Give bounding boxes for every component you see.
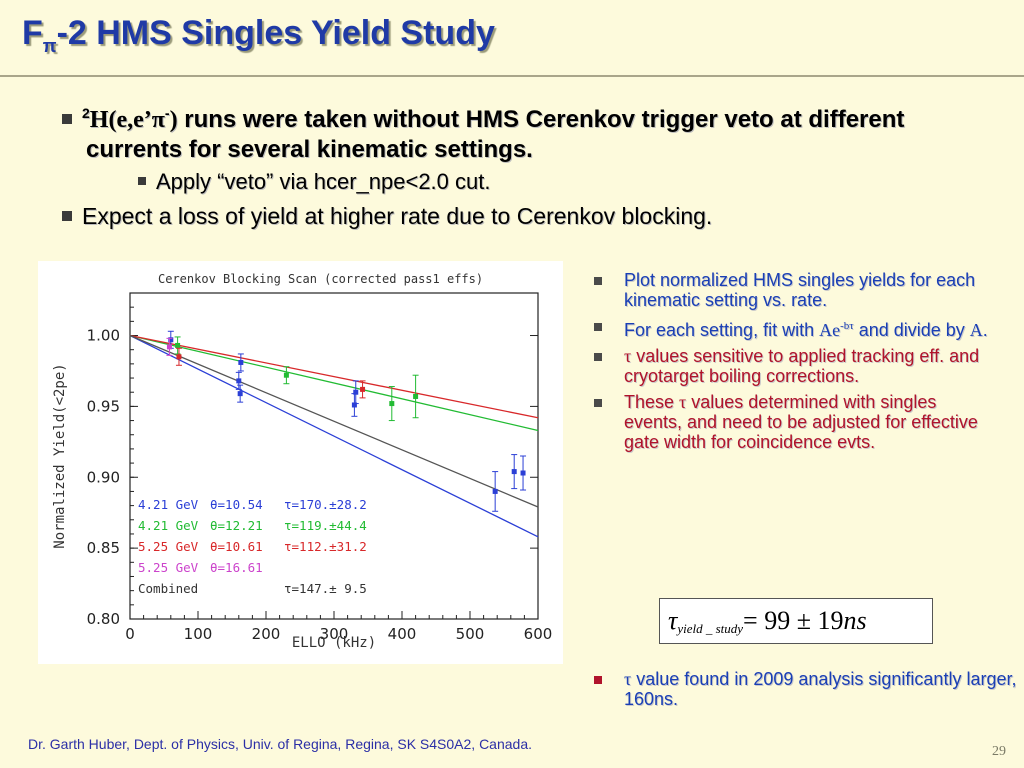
y-tick-label: 0.95 (87, 397, 120, 415)
x-tick-label: 400 (388, 625, 417, 643)
legend-theta: θ=12.21 (210, 518, 263, 533)
y-tick-label: 0.85 (87, 539, 120, 557)
x-axis-label: ELLO (kHz) (292, 635, 376, 651)
data-point (353, 389, 359, 395)
data-point (492, 488, 498, 494)
legend-theta: θ=10.61 (210, 539, 263, 554)
main-bullets: 2H(e,e’π-) runs were taken without HMS C… (62, 98, 982, 230)
x-tick-label: 600 (524, 625, 553, 643)
bullet-expect-loss: Expect a loss of yield at higher rate du… (62, 203, 982, 230)
legend-tau: τ=112.±31.2 (284, 539, 367, 554)
right-bullets: Plot normalized HMS singles yields for e… (590, 270, 990, 458)
data-point (413, 393, 419, 399)
fit-line (129, 334, 539, 508)
x-tick-label: 500 (456, 625, 485, 643)
bullet-square-icon (62, 113, 72, 124)
tau-equation: τ yield _ study = 99 ± 19 ns (659, 598, 933, 644)
data-point (389, 401, 395, 407)
x-tick-label: 300 (320, 625, 349, 643)
legend-energy: 4.21 GeV (138, 497, 199, 512)
bullet-square-icon (594, 399, 602, 407)
sub-bullet-veto: Apply “veto” via hcer_npe<2.0 cut. (138, 169, 982, 195)
data-point (351, 402, 357, 408)
legend-energy: Combined (138, 581, 198, 596)
legend-theta: θ=10.54 (210, 497, 263, 512)
legend-energy: 5.25 GeV (138, 560, 199, 575)
page-number: 29 (992, 744, 1006, 759)
bullet-square-icon (62, 210, 72, 221)
data-point (175, 342, 181, 348)
legend-tau: τ=119.±44.4 (284, 518, 367, 533)
title-divider (0, 75, 1024, 77)
bullet-runs: 2H(e,e’π-) runs were taken without HMS C… (62, 98, 982, 165)
legend-energy: 5.25 GeV (138, 539, 199, 554)
slide-title: Fπ-2 HMS Singles Yield Study (22, 14, 495, 56)
data-point (176, 354, 182, 360)
right-bullet-plot: Plot normalized HMS singles yields for e… (590, 270, 990, 310)
bullet-square-icon (594, 676, 602, 684)
yield-chart: Cerenkov Blocking Scan (corrected pass1 … (38, 261, 563, 664)
y-axis-label: Normalized Yield(<2pe) (52, 363, 68, 548)
data-point (236, 378, 242, 384)
bullet-2009-analysis: τ value found in 2009 analysis significa… (590, 669, 1024, 709)
data-point (520, 470, 526, 476)
legend-tau: τ=147.± 9.5 (284, 581, 367, 596)
fit-line (129, 334, 539, 419)
chart-svg: Cerenkov Blocking Scan (corrected pass1 … (52, 272, 553, 651)
data-point (168, 337, 174, 343)
data-point (238, 359, 244, 365)
legend-theta: θ=16.61 (210, 560, 263, 575)
data-point (360, 386, 366, 392)
legend-energy: 4.21 GeV (138, 518, 199, 533)
right-bullet-fit: For each setting, fit with Ae-bτ and div… (590, 316, 990, 340)
fit-line (129, 334, 539, 432)
bullet-square-icon (594, 277, 602, 285)
y-tick-label: 1.00 (87, 327, 120, 345)
data-point (237, 391, 243, 397)
bullet-square-icon (594, 323, 602, 331)
right-bullet-determined: These τ values determined with singles e… (590, 392, 990, 452)
bullet-square-icon (594, 353, 602, 361)
x-tick-label: 100 (184, 625, 213, 643)
x-tick-label: 200 (252, 625, 281, 643)
y-tick-label: 0.80 (87, 610, 120, 628)
bullet-square-icon (138, 177, 146, 186)
legend-tau: τ=170.±28.2 (284, 497, 367, 512)
fit-line (129, 334, 539, 538)
footer-credit: Dr. Garth Huber, Dept. of Physics, Univ.… (28, 736, 532, 752)
data-point (166, 344, 172, 350)
right-bullet-sensitive: τ values sensitive to applied tracking e… (590, 346, 990, 386)
data-point (283, 372, 289, 378)
data-point (511, 469, 517, 475)
x-tick-label: 0 (125, 625, 135, 643)
chart-title: Cerenkov Blocking Scan (corrected pass1 … (158, 272, 483, 286)
y-tick-label: 0.90 (87, 468, 120, 486)
